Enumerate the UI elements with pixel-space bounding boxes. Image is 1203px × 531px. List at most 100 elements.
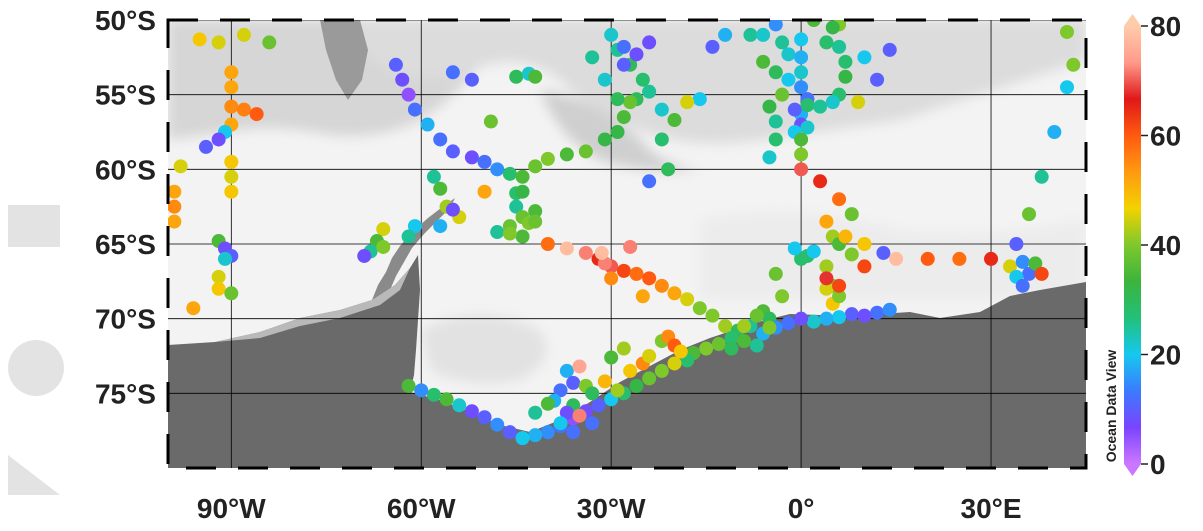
- station-point: [559, 241, 574, 256]
- station-point: [433, 132, 448, 147]
- station-point: [661, 162, 676, 177]
- station-point: [604, 27, 619, 42]
- station-point: [262, 35, 277, 50]
- station-point: [198, 139, 213, 154]
- station-point: [388, 57, 403, 72]
- station-point: [762, 150, 777, 165]
- station-point: [762, 99, 777, 114]
- station-point: [566, 425, 581, 440]
- station-point: [794, 251, 809, 266]
- station-point: [851, 95, 866, 110]
- station-point: [806, 244, 821, 259]
- station-point: [572, 408, 587, 423]
- station-point: [844, 247, 859, 262]
- station-point: [629, 266, 644, 281]
- station-point: [604, 350, 619, 365]
- station-point: [635, 289, 650, 304]
- station-point: [616, 57, 631, 72]
- station-point: [1015, 278, 1030, 293]
- colorbar-tick-label: 0: [1150, 449, 1166, 480]
- station-point: [844, 307, 859, 322]
- station-point: [211, 269, 226, 284]
- station-point: [426, 169, 441, 184]
- station-point: [528, 69, 543, 84]
- station-point: [743, 27, 758, 42]
- station-point: [756, 54, 771, 69]
- longitude-tick-label: 0°: [788, 493, 815, 524]
- station-point: [699, 341, 714, 356]
- station-point: [464, 150, 479, 165]
- colorbar-title: Ocean Data View: [1103, 350, 1119, 463]
- side-decoration-bar: [8, 205, 60, 247]
- station-point: [813, 99, 828, 114]
- station-point: [787, 102, 802, 117]
- station-point: [737, 319, 752, 334]
- station-point: [357, 248, 372, 263]
- station-point: [775, 35, 790, 50]
- station-point: [211, 281, 226, 296]
- station-point: [749, 338, 764, 353]
- station-point: [610, 383, 625, 398]
- station-point: [857, 50, 872, 65]
- station-point: [806, 20, 821, 27]
- station-point: [787, 241, 802, 256]
- station-point: [490, 417, 505, 432]
- station-point: [515, 184, 530, 199]
- station-point: [870, 72, 885, 87]
- station-point: [585, 50, 600, 65]
- station-point: [224, 169, 239, 184]
- station-point: [654, 102, 669, 117]
- station-point: [768, 132, 783, 147]
- station-point: [984, 251, 999, 266]
- station-point: [667, 356, 682, 371]
- station-point: [889, 251, 904, 266]
- station-point: [540, 237, 555, 251]
- station-point: [768, 65, 783, 80]
- station-point: [882, 302, 897, 317]
- station-point: [819, 281, 834, 296]
- latitude-tick-label: 75°S: [95, 378, 156, 409]
- station-point: [211, 132, 226, 147]
- station-point: [794, 132, 809, 147]
- station-point: [870, 305, 885, 320]
- station-point: [224, 286, 239, 301]
- station-point: [623, 239, 638, 254]
- station-point: [168, 199, 182, 214]
- station-point: [578, 144, 593, 159]
- station-point: [775, 289, 790, 304]
- station-point: [667, 286, 682, 301]
- station-point: [502, 226, 517, 241]
- colorbar-ticks: 80 60 40 20 0: [1141, 11, 1181, 480]
- station-point: [680, 292, 695, 307]
- station-point: [724, 331, 739, 346]
- station-point: [168, 214, 182, 229]
- station-point: [464, 404, 479, 419]
- station-point: [800, 120, 815, 135]
- station-point: [832, 310, 847, 325]
- longitude-tick-label: 60°W: [387, 493, 456, 524]
- colorbar-tick-label: 80: [1150, 11, 1181, 42]
- station-point: [224, 80, 239, 95]
- station-point: [433, 181, 448, 196]
- station-point: [401, 87, 416, 102]
- station-point: [515, 169, 530, 184]
- station-point: [616, 341, 631, 356]
- station-point: [236, 102, 251, 117]
- station-point: [838, 229, 853, 244]
- station-point: [490, 162, 505, 177]
- station-point: [642, 35, 657, 50]
- station-point: [483, 114, 498, 129]
- latitude-tick-label: 65°S: [95, 229, 156, 260]
- colorbar: 80 60 40 20 0 Ocean Data View: [1103, 11, 1181, 480]
- station-point: [224, 65, 239, 80]
- station-point: [616, 263, 631, 278]
- station-point: [711, 337, 726, 352]
- station-point: [692, 92, 707, 107]
- station-point: [718, 319, 733, 334]
- station-point: [718, 27, 733, 42]
- station-point: [768, 20, 783, 32]
- station-point: [705, 39, 720, 54]
- station-point: [1028, 256, 1043, 271]
- colorbar-top-arrow: [1124, 14, 1141, 26]
- station-point: [1009, 237, 1024, 251]
